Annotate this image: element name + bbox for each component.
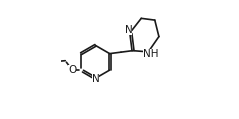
Text: O: O bbox=[68, 65, 76, 75]
Text: NH: NH bbox=[143, 49, 158, 59]
Text: N: N bbox=[92, 74, 99, 84]
Text: N: N bbox=[125, 25, 132, 35]
